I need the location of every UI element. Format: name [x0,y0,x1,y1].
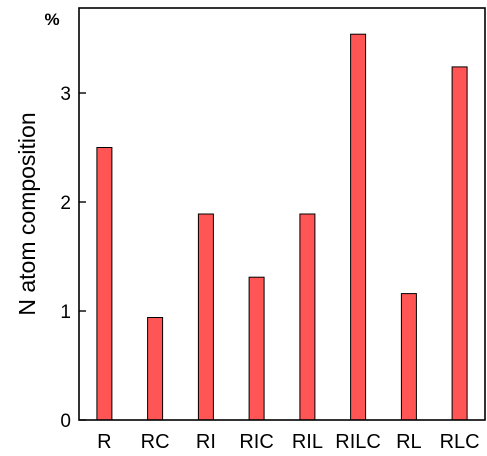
bar-rl [400,293,417,421]
x-tick-label: R [97,431,111,453]
x-tick-label: RLC [440,431,480,453]
plot-frame [78,7,486,421]
bar-ril [299,213,316,421]
x-tick-label: RILC [335,431,381,453]
bar-rc [147,317,164,421]
y-axis-ticks: 0 1 2 3 [60,84,86,432]
bar-r [96,147,113,421]
y-tick-label: 3 [60,84,71,105]
y-axis-title: N atom composition [14,112,40,315]
x-tick-label: RL [396,431,422,453]
x-tick-label: RIL [292,431,323,453]
bar-rilc [350,33,367,421]
y-tick-label: 2 [60,193,71,214]
x-tick-label: RIC [239,431,273,453]
x-tick-label: RC [141,431,170,453]
unit-label: % [44,10,59,29]
x-tick-label: RI [196,431,216,453]
y-tick-label: 0 [60,411,71,432]
bars-group [96,33,468,421]
bar-ric [248,276,265,421]
bar-ri [197,213,214,421]
x-axis-labels: R RC RI RIC RIL RILC RL RLC [97,431,479,453]
y-tick-label: 1 [60,302,71,323]
bar-rlc [451,66,468,421]
